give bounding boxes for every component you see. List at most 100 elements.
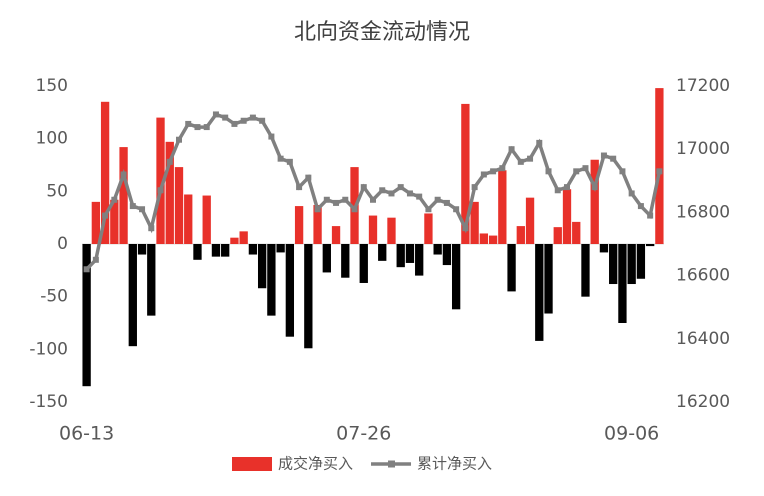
bar bbox=[396, 244, 405, 268]
bar bbox=[322, 244, 331, 273]
line-marker bbox=[268, 133, 275, 140]
bar bbox=[544, 244, 553, 314]
bar bbox=[184, 194, 193, 244]
line-marker bbox=[92, 256, 99, 263]
bar bbox=[294, 206, 304, 244]
line-marker bbox=[222, 114, 229, 121]
line-marker bbox=[370, 196, 376, 203]
line-marker bbox=[139, 206, 146, 213]
bar bbox=[137, 244, 147, 255]
line-marker bbox=[240, 117, 247, 124]
y-tick-label: 50 bbox=[46, 181, 68, 201]
line-marker bbox=[471, 184, 478, 191]
bar bbox=[285, 244, 295, 337]
y-tick-label: -150 bbox=[29, 392, 68, 412]
bar bbox=[479, 233, 489, 244]
bar bbox=[193, 244, 202, 260]
y-tick-label: -50 bbox=[40, 287, 68, 307]
bar bbox=[535, 244, 544, 341]
legend-label: 累计净买入 bbox=[417, 455, 492, 473]
bar bbox=[91, 201, 101, 244]
bar bbox=[405, 244, 415, 263]
line-marker bbox=[194, 124, 201, 131]
bar bbox=[627, 244, 636, 285]
bar bbox=[424, 213, 433, 244]
y-tick-label: -100 bbox=[29, 339, 68, 359]
y2-tick-label: 17200 bbox=[676, 76, 730, 96]
bar bbox=[609, 244, 618, 285]
line-marker bbox=[517, 158, 524, 165]
bar bbox=[341, 244, 350, 278]
line-marker bbox=[351, 206, 358, 213]
bar bbox=[387, 217, 396, 244]
bar bbox=[82, 244, 91, 387]
bar bbox=[248, 244, 258, 255]
line-marker bbox=[83, 266, 90, 273]
bar bbox=[433, 244, 442, 255]
line-marker bbox=[129, 203, 136, 210]
bar bbox=[451, 244, 461, 310]
y2-tick-label: 17000 bbox=[676, 139, 730, 159]
y2-tick-label: 16800 bbox=[676, 202, 730, 222]
bar bbox=[442, 244, 452, 266]
bar bbox=[562, 189, 572, 244]
bar bbox=[618, 244, 627, 323]
bar bbox=[276, 244, 285, 253]
line-marker bbox=[406, 190, 413, 197]
line-marker bbox=[314, 206, 321, 213]
bar bbox=[165, 141, 174, 244]
line-marker bbox=[305, 174, 312, 181]
y2-tick-label: 16400 bbox=[676, 329, 730, 349]
line-marker bbox=[490, 168, 497, 175]
line-marker bbox=[176, 136, 182, 143]
line-marker bbox=[591, 184, 598, 191]
line-marker bbox=[443, 199, 450, 206]
line-marker bbox=[388, 190, 395, 197]
line-marker bbox=[628, 190, 635, 197]
line-marker bbox=[323, 196, 330, 203]
bar bbox=[498, 170, 507, 244]
bar bbox=[488, 235, 498, 244]
line-marker bbox=[582, 165, 589, 172]
bar bbox=[572, 221, 581, 244]
bar bbox=[174, 167, 184, 244]
line-marker bbox=[157, 187, 164, 194]
line-marker bbox=[166, 158, 173, 165]
line-marker bbox=[508, 146, 515, 153]
bar bbox=[202, 195, 211, 244]
y-tick-label: 100 bbox=[36, 129, 68, 149]
line-marker bbox=[360, 184, 367, 191]
bar bbox=[230, 237, 239, 244]
bar bbox=[304, 244, 313, 349]
line-marker bbox=[277, 155, 284, 162]
line-marker bbox=[231, 120, 238, 127]
bar bbox=[359, 244, 368, 283]
bar bbox=[257, 244, 267, 289]
bar bbox=[655, 88, 664, 245]
line-marker bbox=[527, 155, 534, 162]
x-tick-label: 06-13 bbox=[59, 423, 114, 445]
legend-swatch bbox=[232, 457, 272, 471]
bar bbox=[147, 244, 156, 316]
line-marker bbox=[610, 155, 617, 162]
bar bbox=[156, 117, 165, 244]
bar bbox=[378, 244, 387, 261]
line-marker bbox=[212, 111, 219, 118]
line-marker bbox=[600, 152, 607, 159]
line-marker bbox=[286, 158, 293, 165]
bar bbox=[119, 147, 128, 244]
line-marker bbox=[185, 120, 192, 127]
bar bbox=[267, 244, 276, 316]
bar bbox=[525, 197, 535, 244]
line-marker bbox=[573, 168, 580, 175]
bar bbox=[128, 244, 137, 347]
bar bbox=[461, 103, 470, 244]
line-marker bbox=[259, 117, 266, 124]
line-marker bbox=[647, 212, 654, 219]
bar bbox=[221, 244, 230, 257]
line-marker bbox=[296, 184, 303, 191]
x-tick-label: 07-26 bbox=[336, 423, 391, 445]
line-marker bbox=[536, 139, 543, 146]
line-marker bbox=[120, 171, 127, 178]
line-marker bbox=[333, 199, 340, 206]
